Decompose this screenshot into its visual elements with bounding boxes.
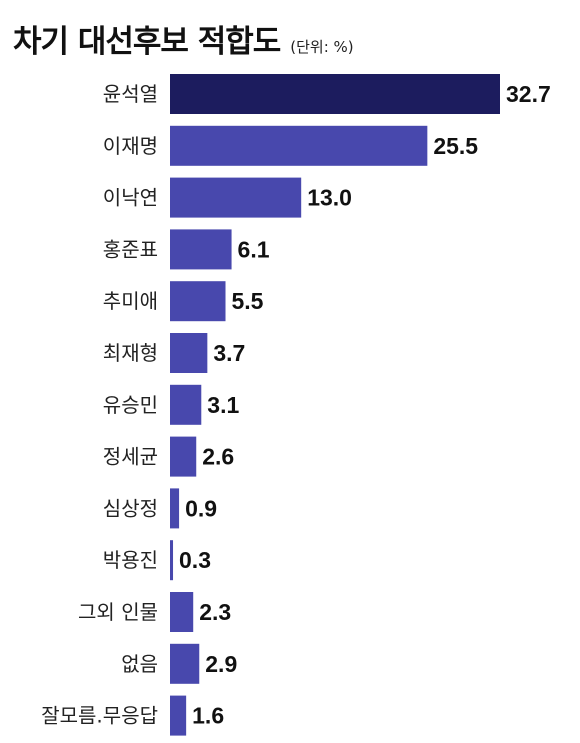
category-label: 심상정 — [103, 496, 158, 520]
bar — [170, 384, 202, 425]
value-label: 25.5 — [433, 133, 478, 159]
bar — [170, 643, 200, 684]
category-label: 홍준표 — [103, 237, 158, 261]
bar — [170, 333, 208, 373]
value-label: 2.6 — [202, 444, 234, 470]
value-label: 3.1 — [207, 392, 239, 418]
value-label: 0.3 — [179, 547, 211, 573]
unit-label: (단위: %) — [290, 38, 354, 56]
value-label: 3.7 — [213, 340, 245, 366]
bar — [170, 125, 428, 166]
category-label: 유승민 — [103, 393, 158, 417]
bar — [170, 281, 226, 322]
category-label: 박용진 — [103, 548, 158, 572]
bar — [170, 177, 302, 218]
category-label: 이낙연 — [103, 186, 158, 210]
category-label: 추미애 — [103, 289, 158, 313]
bar — [170, 695, 187, 736]
bar — [170, 74, 500, 114]
category-label: 그외 인물 — [78, 600, 158, 624]
value-label: 1.6 — [192, 703, 224, 729]
category-label: 없음 — [121, 652, 158, 676]
value-label: 2.9 — [205, 651, 237, 677]
value-label: 2.3 — [199, 599, 231, 625]
category-label: 최재형 — [103, 341, 158, 365]
value-label: 6.1 — [238, 236, 270, 262]
bar — [170, 229, 232, 270]
category-label: 윤석열 — [103, 82, 158, 106]
chart-header: 차기 대선후보 적합도 (단위: %) — [13, 16, 354, 61]
value-label: 0.9 — [185, 495, 217, 521]
bar — [170, 592, 194, 632]
category-label: 정세균 — [103, 445, 158, 469]
bar — [170, 436, 197, 477]
bar — [170, 488, 180, 529]
bar — [170, 540, 174, 581]
value-label: 32.7 — [506, 81, 551, 107]
chart-title: 차기 대선후보 적합도 — [13, 24, 281, 60]
category-label: 잘모름.무응답 — [41, 704, 158, 728]
category-label: 이재명 — [103, 134, 158, 158]
value-label: 13.0 — [307, 185, 352, 211]
value-label: 5.5 — [232, 288, 264, 314]
